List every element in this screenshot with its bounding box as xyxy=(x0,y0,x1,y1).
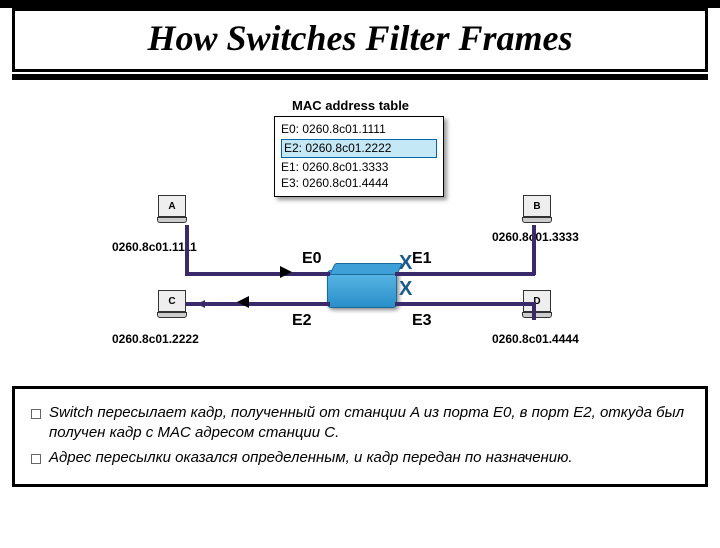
mac-entry-0: E0: 0260.8c01.1111 xyxy=(281,121,437,138)
cable-d-h xyxy=(395,302,535,306)
host-c: C xyxy=(157,290,187,318)
page-title: How Switches Filter Frames xyxy=(15,17,705,59)
cable-b-h xyxy=(395,272,535,276)
bullet-1: Switch пересылает кадр, полученный от ст… xyxy=(31,403,689,444)
port-e0-label: E0 xyxy=(302,250,322,268)
host-d-box: D xyxy=(523,290,551,312)
cable-a-h xyxy=(185,272,330,276)
arrow-a-to-switch xyxy=(280,266,292,278)
host-b: B xyxy=(522,195,552,223)
switch-icon xyxy=(327,270,397,308)
port-e2-label: E2 xyxy=(292,312,312,330)
cable-b-v xyxy=(532,225,536,275)
host-b-box: B xyxy=(523,195,551,217)
description-box: Switch пересылает кадр, полученный от ст… xyxy=(12,386,708,487)
title-bar: How Switches Filter Frames xyxy=(12,8,708,72)
host-a-box: A xyxy=(158,195,186,217)
port-e1-label: E1 xyxy=(412,250,432,268)
mac-address-table: E0: 0260.8c01.1111 E2: 0260.8c01.2222 E1… xyxy=(274,116,444,197)
cable-c-h xyxy=(185,302,330,306)
mac-entry-1: E2: 0260.8c01.2222 xyxy=(281,139,437,158)
host-c-box: C xyxy=(158,290,186,312)
host-a: A xyxy=(157,195,187,223)
bullet-2: Адрес пересылки оказался определенным, и… xyxy=(31,448,689,468)
diagram-area: MAC address table E0: 0260.8c01.1111 E2:… xyxy=(12,80,708,380)
host-c-mac: 0260.8c01.2222 xyxy=(112,332,199,346)
mac-entry-2: E1: 0260.8c01.3333 xyxy=(281,159,437,176)
mac-table-label: MAC address table xyxy=(292,98,409,113)
arrow-switch-to-c1 xyxy=(237,296,249,308)
slide: How Switches Filter Frames MAC address t… xyxy=(0,8,720,548)
x-mark-e3: X xyxy=(399,278,412,301)
cable-d-v xyxy=(532,302,536,320)
port-e3-label: E3 xyxy=(412,312,432,330)
arrow-switch-to-c2 xyxy=(197,300,205,308)
host-b-mac: 0260.8c01.3333 xyxy=(492,230,592,244)
mac-entry-3: E3: 0260.8c01.4444 xyxy=(281,175,437,192)
cable-a-v xyxy=(185,225,189,275)
host-d-mac: 0260.8c01.4444 xyxy=(492,332,579,346)
